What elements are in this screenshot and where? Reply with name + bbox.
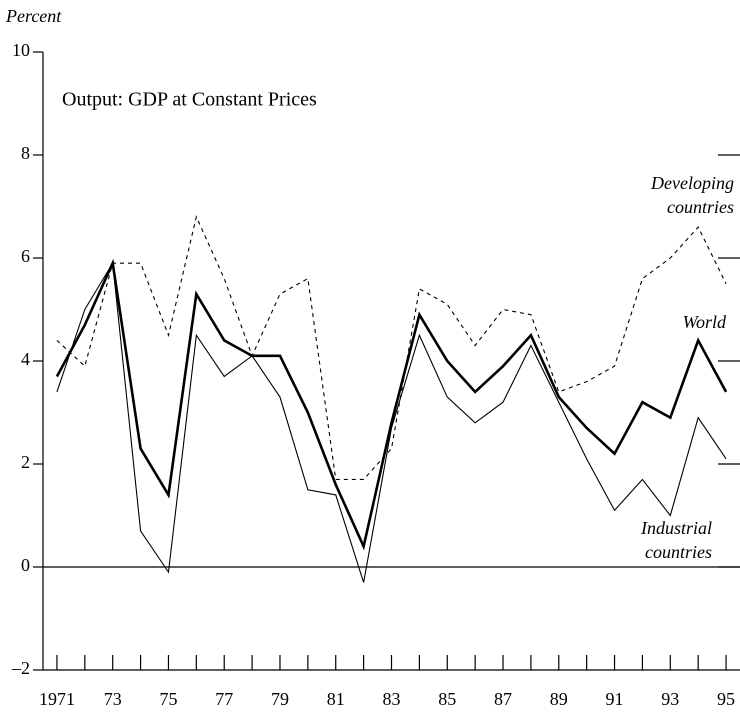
legend-industrial: Industrial countries: [640, 518, 712, 562]
y-tick-label: 2: [21, 452, 30, 472]
x-tick-label: 75: [159, 689, 177, 709]
x-tick-label: 79: [271, 689, 289, 709]
y-axis-label: Percent: [5, 6, 62, 26]
x-tick-label: 81: [327, 689, 345, 709]
x-tick-label: 77: [215, 689, 233, 709]
legend-developing: Developing countries: [651, 173, 734, 217]
x-tick-label: 93: [661, 689, 679, 709]
x-tick-label: 85: [438, 689, 456, 709]
x-tick-label: 73: [104, 689, 122, 709]
y-tick-label: –2: [11, 658, 30, 678]
subtitle: Output: GDP at Constant Prices: [62, 89, 317, 111]
y-tick-label: 4: [21, 349, 30, 369]
x-tick-label: 89: [550, 689, 568, 709]
y-tick-label: 8: [21, 143, 30, 163]
legend-world: World: [682, 312, 726, 332]
x-tick-label: 1971: [39, 689, 75, 709]
x-tick-label: 87: [494, 689, 512, 709]
series-line: [55, 258, 728, 551]
y-tick-label: 0: [21, 555, 30, 575]
series-line: [56, 215, 727, 480]
x-tick-label: 95: [717, 689, 735, 709]
x-tick-label: 83: [383, 689, 401, 709]
y-tick-label: 10: [12, 40, 30, 60]
x-tick-label: 91: [606, 689, 624, 709]
y-tick-label: 6: [21, 246, 30, 266]
